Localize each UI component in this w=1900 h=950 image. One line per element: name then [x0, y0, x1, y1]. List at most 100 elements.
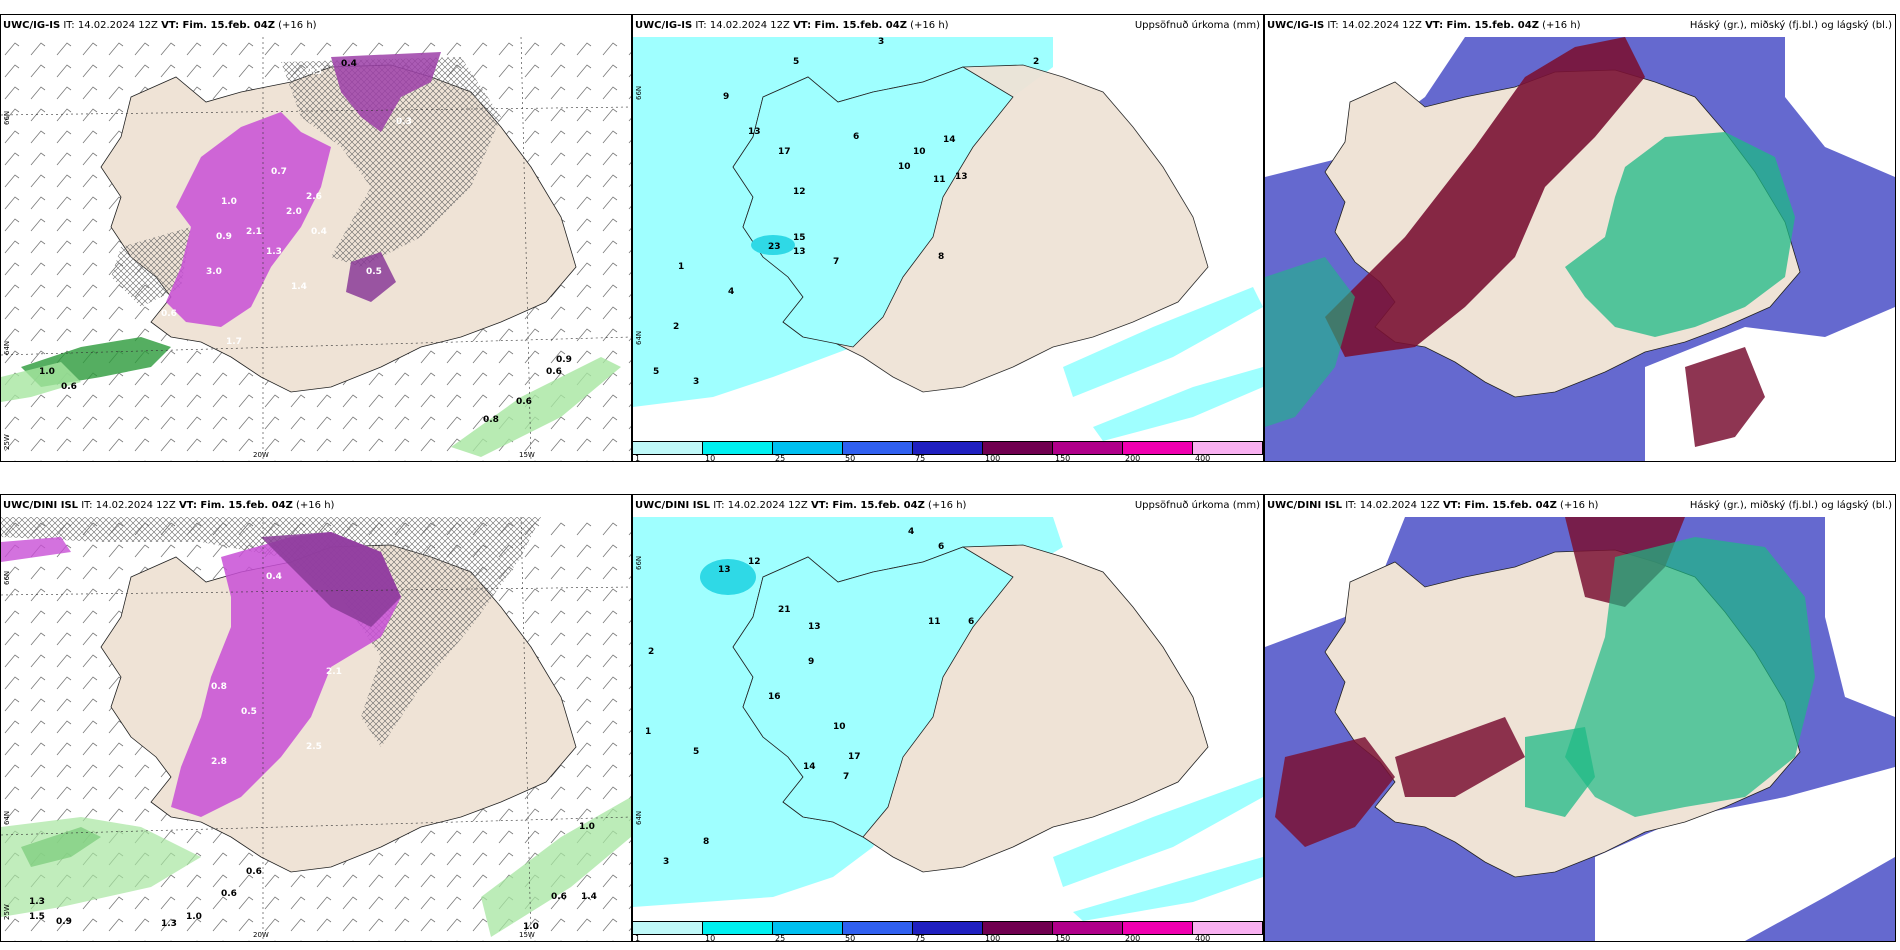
precip-colorbar: 1 10 25 50 75 100 150 200 400 [633, 921, 1263, 941]
precip-value: 0.7 [271, 167, 287, 177]
accum-value: 13 [748, 127, 761, 137]
precip-value: 3.0 [206, 267, 222, 277]
colorbar-swatch [913, 922, 983, 934]
colorbar-swatch [1053, 922, 1123, 934]
precip-colorbar: 1 10 25 50 75 100 150 200 400 [633, 441, 1263, 461]
lat-label: 64N [635, 810, 643, 825]
accum-value: 23 [768, 242, 781, 252]
lat-label: 64N [3, 810, 11, 825]
precip-light-bands [1063, 287, 1263, 441]
precip-value: 0.4 [266, 572, 282, 582]
panel-accum-precip-top: UWC/IG-IS IT: 14.02.2024 12Z VT: Fim. 15… [632, 14, 1264, 462]
accum-value: 6 [968, 617, 975, 627]
precip-value: 0.5 [241, 707, 257, 717]
colorbar-label: 100 [985, 934, 1001, 942]
precip-value: 1.4 [291, 282, 307, 292]
lon-line-15 [520, 37, 532, 461]
precip-value: 0.6 [246, 867, 262, 877]
precip-value: 1.7 [226, 337, 242, 347]
cloud-map[interactable] [1265, 37, 1895, 461]
colorbar-label: 10 [705, 454, 716, 462]
lat-label: 66N [635, 85, 643, 100]
precip-lightgreen-area [1, 817, 201, 917]
accum-value: 4 [728, 287, 735, 297]
accum-value: 8 [703, 837, 710, 847]
accum-value: 11 [928, 617, 941, 627]
lon-label: 20W [253, 931, 269, 939]
lat-label: 66N [3, 110, 11, 125]
cloud-clear-area [1265, 517, 1405, 647]
colorbar-swatch [773, 442, 843, 454]
accum-value: 3 [878, 37, 885, 47]
accum-value: 13 [808, 622, 821, 632]
hatched-area [1, 517, 541, 747]
cloud-clear-area-e [1785, 37, 1895, 177]
colorbar-label: 75 [915, 934, 926, 942]
precip-value: 1.5 [29, 912, 45, 922]
accum-value: 12 [793, 187, 806, 197]
accum-value: 4 [908, 527, 915, 537]
precip-value: 0.8 [483, 415, 499, 425]
accum-value: 9 [808, 657, 815, 667]
colorbar-label: 150 [1055, 454, 1071, 462]
precip-purple-area-n [331, 52, 441, 132]
panel-header: UWC/IG-IS IT: 14.02.2024 12Z VT: Fim. 15… [1265, 15, 1895, 37]
accum-precip-map[interactable]: 4 6 2 13 12 21 13 11 16 10 9 7 17 14 5 3… [633, 517, 1263, 941]
precip-light-overland [732, 546, 1014, 838]
precip-value: 1.0 [221, 197, 237, 207]
precip-value: 0.9 [216, 232, 232, 242]
accum-value: 2 [648, 647, 655, 657]
colorbar-swatch [1193, 442, 1263, 454]
accum-value: 5 [653, 367, 660, 377]
accum-precip-map[interactable]: 5 3 2 9 13 17 12 14 13 10 23 13 15 8 7 6… [633, 37, 1263, 461]
panel-precip-wind-top: UWC/IG-IS IT: 14.02.2024 12Z VT: Fim. 15… [0, 14, 632, 462]
cloud-low-area-s [1525, 727, 1595, 817]
accum-value: 1 [678, 262, 685, 272]
precip-value: 2.6 [306, 192, 322, 202]
colorbar-label: 25 [775, 934, 786, 942]
colorbar-label: 50 [845, 454, 856, 462]
lat-label: 66N [3, 570, 11, 585]
accum-value: 10 [898, 162, 911, 172]
cloud-clear-area-e [1825, 517, 1895, 717]
cloud-high-area-s [1685, 347, 1765, 447]
colorbar-swatch [633, 442, 703, 454]
panel-accum-precip-bottom: UWC/DINI ISL IT: 14.02.2024 12Z VT: Fim.… [632, 494, 1264, 942]
precip-max [700, 559, 756, 595]
accum-value: 7 [843, 772, 850, 782]
accum-value: 13 [955, 172, 968, 182]
precip-value: 0.3 [396, 117, 412, 127]
precip-wind-map[interactable]: 0.4 0.5 0.3 1.0 0.7 2.0 2.1 1.3 3.0 0.6 … [1, 37, 631, 461]
accum-value: 15 [793, 233, 806, 243]
lat-line-64 [1, 336, 631, 356]
precip-value: 1.0 [579, 822, 595, 832]
accum-value: 10 [913, 147, 926, 157]
colorbar-swatch [1123, 442, 1193, 454]
precip-wind-map[interactable]: 0.4 0.5 0.8 2.1 2.8 1.3 1.5 2.5 1.0 0.6 … [1, 517, 631, 941]
panel-precip-wind-bottom: UWC/DINI ISL IT: 14.02.2024 12Z VT: Fim.… [0, 494, 632, 942]
colorbar-label: 75 [915, 454, 926, 462]
precip-light-overland [732, 66, 1014, 348]
accum-value: 1 [645, 727, 652, 737]
panel-subtitle: Háský (gr.), miðský (fj.bl.) og lágský (… [1689, 20, 1892, 31]
precip-value: 0.8 [211, 682, 227, 692]
precip-value: 0.5 [306, 67, 322, 77]
colorbar-label: 200 [1125, 454, 1141, 462]
precip-value: 0.9 [556, 355, 572, 365]
cloud-map[interactable] [1265, 517, 1895, 941]
precip-value: 1.3 [266, 247, 282, 257]
precip-green-east [451, 357, 621, 457]
cloud-low-area [1565, 132, 1795, 337]
accum-value: 6 [853, 132, 860, 142]
accum-value: 9 [723, 92, 730, 102]
cloud-clear-area-s [1595, 767, 1895, 941]
precip-value: 2.8 [211, 757, 227, 767]
colorbar-label: 150 [1055, 934, 1071, 942]
precip-value: 0.4 [341, 59, 357, 69]
panel-header: UWC/IG-IS IT: 14.02.2024 12Z VT: Fim. 15… [3, 20, 317, 31]
precip-value: 1.3 [29, 897, 45, 907]
accum-value: 12 [748, 557, 761, 567]
accum-value: 14 [803, 762, 816, 772]
colorbar-label: 1 [635, 934, 641, 942]
precip-value: 1.0 [186, 912, 202, 922]
